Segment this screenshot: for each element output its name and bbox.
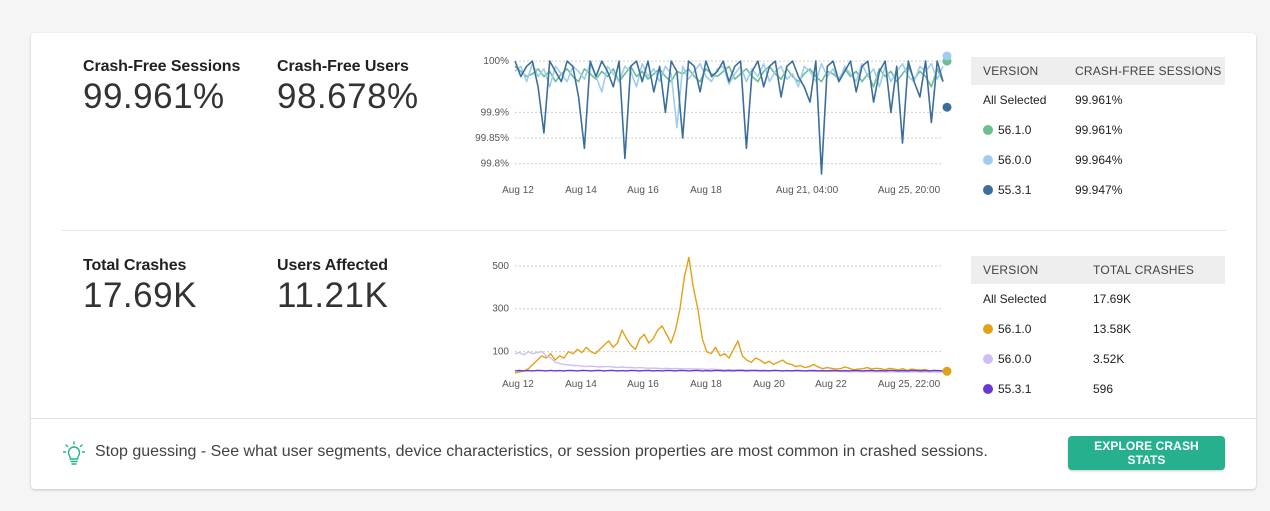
crash-stats-card: Crash-Free Sessions 99.961% Crash-Free U…: [31, 33, 1256, 489]
legend-row-55-3-1[interactable]: 55.3.1 596: [971, 374, 1225, 404]
legend-value: 17.69K: [1093, 292, 1132, 306]
x-tick-label: Aug 25, 22:00: [878, 379, 941, 390]
series-line-56.1.0: [514, 256, 944, 374]
series-end-marker: [942, 51, 952, 61]
series-end-marker: [942, 102, 952, 112]
crash-free-users-label: Crash-Free Users: [277, 58, 409, 75]
legend-version: 55.3.1: [998, 183, 1032, 197]
x-tick-label: Aug 12: [502, 185, 534, 196]
crash-free-sessions-value: 99.961%: [83, 77, 225, 116]
y-tick-label: 500: [492, 261, 509, 272]
series-dot-icon: [983, 384, 993, 394]
total-crashes-legend: VERSION TOTAL CRASHES All Selected 17.69…: [971, 256, 1225, 404]
y-tick-label: 300: [492, 304, 509, 315]
crash-free-users-value: 98.678%: [277, 77, 419, 116]
x-tick-label: Aug 21, 04:00: [776, 185, 839, 196]
legend-value: 3.52K: [1093, 352, 1125, 366]
x-tick-label: Aug 12: [502, 379, 534, 390]
total-crashes-value: 17.69K: [83, 276, 197, 315]
explore-crash-stats-button[interactable]: EXPLORE CRASH STATS: [1068, 436, 1225, 470]
y-tick-label: 99.85%: [475, 133, 509, 144]
legend-header: VERSION CRASH-FREE SESSIONS: [971, 57, 1225, 85]
series-dot-icon: [983, 324, 993, 334]
legend-row-56-0-0[interactable]: 56.0.0 99.964%: [971, 145, 1225, 175]
users-affected-label: Users Affected: [277, 257, 388, 274]
users-affected-value: 11.21K: [277, 276, 389, 315]
series-line-55.3.1: [514, 60, 944, 175]
x-tick-label: Aug 25, 20:00: [878, 185, 941, 196]
footer-insight-text: Stop guessing - See what user segments, …: [95, 443, 988, 460]
series-line-55.3.1: [514, 369, 944, 372]
legend-version: All Selected: [983, 93, 1047, 107]
legend-value: 99.964%: [1075, 153, 1123, 167]
legend-value: 99.961%: [1075, 123, 1123, 137]
legend-value: 596: [1093, 382, 1114, 396]
legend-row-56-0-0[interactable]: 56.0.0 3.52K: [971, 344, 1225, 374]
legend-value: 99.947%: [1075, 183, 1123, 197]
legend-header: VERSION TOTAL CRASHES: [971, 256, 1225, 284]
legend-version: 55.3.1: [998, 382, 1032, 396]
legend-header-value: CRASH-FREE SESSIONS: [1075, 64, 1222, 78]
legend-header-version: VERSION: [983, 64, 1039, 78]
series-dot-icon: [983, 125, 993, 135]
x-tick-label: Aug 20: [753, 379, 785, 390]
total-crashes-chart[interactable]: 500 300 100 Aug 12 Aug 14 Aug 16 Aug 18 Aug 20 A…: [471, 248, 966, 393]
series-line-56.0.0: [514, 62, 944, 129]
legend-header-value: TOTAL CRASHES: [1093, 263, 1195, 277]
legend-version: 56.0.0: [998, 153, 1032, 167]
x-tick-label: Aug 18: [690, 379, 722, 390]
y-tick-label: 99.9%: [481, 107, 509, 118]
legend-row-56-1-0[interactable]: 56.1.0 99.961%: [971, 115, 1225, 145]
legend-version: 56.0.0: [998, 352, 1032, 366]
legend-header-version: VERSION: [983, 263, 1039, 277]
legend-row-all[interactable]: All Selected 17.69K: [971, 284, 1225, 314]
legend-value: 99.961%: [1075, 93, 1123, 107]
series-line-56.0.0: [514, 350, 943, 373]
legend-version: 56.1.0: [998, 123, 1032, 137]
legend-version: All Selected: [983, 292, 1047, 306]
x-tick-label: Aug 14: [565, 185, 597, 196]
y-tick-label: 100: [492, 347, 509, 358]
legend-row-56-1-0[interactable]: 56.1.0 13.58K: [971, 314, 1225, 344]
lightbulb-icon: [63, 441, 85, 465]
crash-free-sessions-legend: VERSION CRASH-FREE SESSIONS All Selected…: [971, 57, 1225, 205]
series-line-56.1.0: [514, 65, 944, 88]
crash-free-sessions-chart[interactable]: 100% 99.9% 99.85% 99.8% Aug 12 Aug 14 Aug 16 Au…: [471, 51, 966, 196]
total-crashes-label: Total Crashes: [83, 257, 187, 274]
series-dot-icon: [983, 185, 993, 195]
legend-row-55-3-1[interactable]: 55.3.1 99.947%: [971, 175, 1225, 205]
series-dot-icon: [983, 155, 993, 165]
legend-row-all[interactable]: All Selected 99.961%: [971, 85, 1225, 115]
x-tick-label: Aug 22: [815, 379, 847, 390]
series-end-marker: [942, 366, 952, 376]
section-divider: [62, 230, 1226, 231]
x-tick-label: Aug 16: [627, 185, 659, 196]
y-tick-label: 99.8%: [481, 159, 509, 170]
x-tick-label: Aug 14: [565, 379, 597, 390]
crash-free-sessions-label: Crash-Free Sessions: [83, 58, 241, 75]
legend-version: 56.1.0: [998, 322, 1032, 336]
insight-footer: Stop guessing - See what user segments, …: [31, 418, 1256, 490]
x-tick-label: Aug 18: [690, 185, 722, 196]
x-tick-label: Aug 16: [627, 379, 659, 390]
series-dot-icon: [983, 354, 993, 364]
legend-value: 13.58K: [1093, 322, 1132, 336]
y-tick-label: 100%: [483, 56, 509, 67]
